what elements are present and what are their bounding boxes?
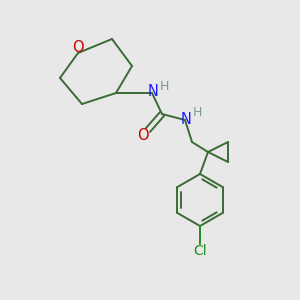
Text: O: O xyxy=(137,128,149,142)
Text: H: H xyxy=(192,106,202,119)
Text: N: N xyxy=(148,85,158,100)
Text: N: N xyxy=(181,112,191,127)
Text: Cl: Cl xyxy=(193,244,207,258)
Text: H: H xyxy=(159,80,169,92)
Text: O: O xyxy=(72,40,84,55)
